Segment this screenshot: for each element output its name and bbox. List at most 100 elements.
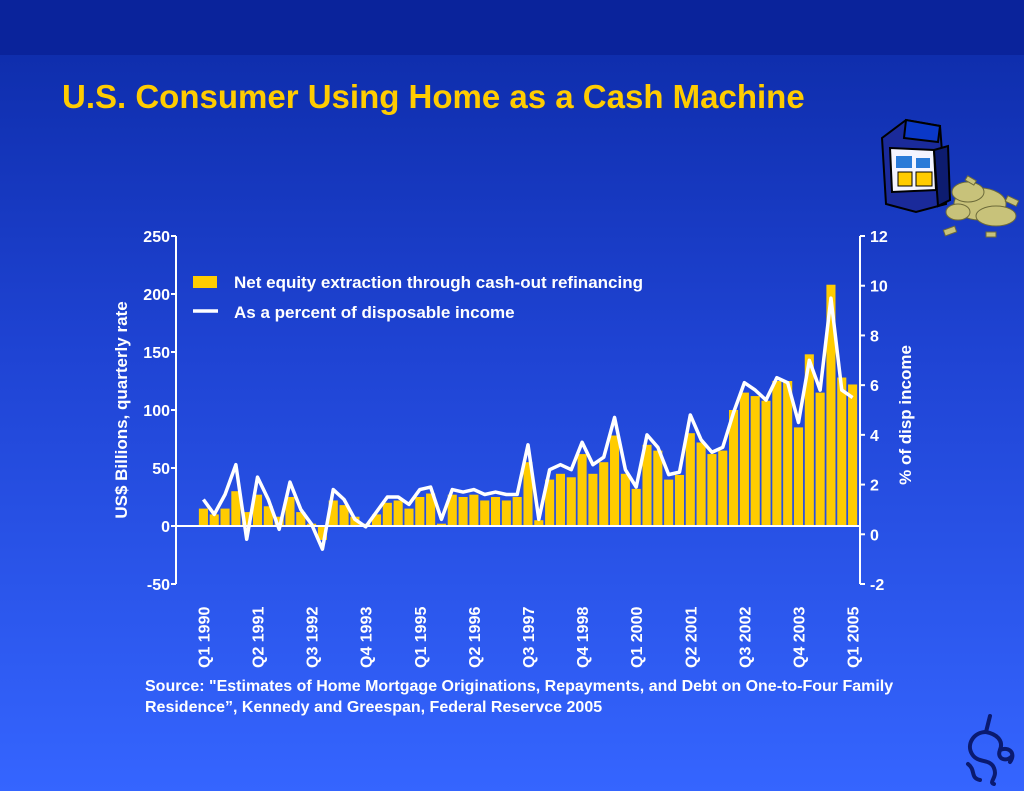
bar-q4-1997 [534,520,544,526]
x-tick-label: Q2 1991 [251,607,268,668]
legend: Net equity extraction through cash-out r… [193,273,643,322]
x-tick-label: Q1 1990 [196,607,213,668]
x-tick-label: Q3 1992 [305,607,322,668]
y2-axis-label: % of disp income [896,345,915,485]
bar-q3-1998 [566,477,576,526]
bar-q4-1994 [404,508,414,526]
bar-q1-2000 [631,488,641,526]
bar-q1-2002 [718,450,728,526]
percent-line-group [201,296,854,551]
legend-bar-label: Net equity extraction through cash-out r… [234,273,643,292]
axes-group: -50 0 50 100 150 200 250 -2 0 2 4 6 8 10 12 Q1 1990 Q2 1… [112,229,915,668]
bar-q3-1991 [263,506,273,526]
bar-q2-1994 [382,502,392,526]
left-tick-label: 100 [143,403,170,420]
bar-q2-1992 [296,512,306,526]
bar-q4-2003 [793,427,804,526]
bar-q3-2003 [783,381,793,526]
bar-q4-1992 [317,526,327,540]
x-tick-label: Q1 2005 [846,607,863,668]
legend-bar-swatch [193,276,217,288]
right-tick-label: 12 [870,229,888,246]
bar-q1-1992 [285,497,295,526]
bar-q4-1996 [491,497,501,526]
unicorn-logo-icon [966,714,1015,786]
bar-q4-1999 [620,473,630,526]
bar-q2-2003 [772,381,782,526]
bar-q3-1997 [523,462,533,526]
bar-q2-1995 [426,493,436,526]
x-tick-label: Q3 1997 [521,607,538,668]
bars-group [198,284,858,540]
bar-q4-1995 [447,494,457,526]
bar-q2-1998 [555,473,565,526]
bar-q3-2001 [696,442,706,526]
y-axis-label: US$ Billions, quarterly rate [112,301,131,518]
bar-q1-1995 [415,497,425,526]
right-tick-label: 4 [870,428,879,445]
bar-q1-2003 [761,400,771,526]
right-tick-label: 6 [870,378,879,395]
bar-q4-1991 [274,516,284,526]
bar-q3-1990 [220,508,230,526]
bar-q3-2004 [826,284,836,526]
bar-q2-2000 [642,444,652,526]
bar-q1-1994 [371,514,382,526]
x-tick-label: Q2 1996 [467,607,484,668]
bar-q2-1996 [469,494,479,526]
bar-q3-2000 [653,450,663,526]
right-tick-label: 0 [870,527,879,544]
left-tick-label: 150 [143,345,170,362]
left-tick-label: 50 [152,461,170,478]
bar-q2-1990 [209,514,219,526]
bar-q4-2001 [707,454,717,526]
bar-q2-1999 [599,462,609,526]
left-tick-label: -50 [147,577,170,594]
x-tick-label: Q2 2001 [683,607,700,668]
bar-q4-1990 [231,491,241,526]
source-note: Source: "Estimates of Home Mortgage Orig… [145,678,894,716]
x-tick-label: Q1 1995 [413,607,430,668]
bar-q1-1997 [501,500,511,526]
left-tick-label: 200 [143,287,170,304]
legend-line-label: As a percent of disposable income [234,303,515,322]
bar-q2-2004 [815,392,825,526]
bar-q3-2002 [739,392,749,526]
bar-q1-2004 [804,354,814,526]
x-tick-label: Q4 2003 [792,607,809,668]
bar-q1-1999 [588,473,598,526]
bar-q2-1993 [339,505,349,526]
bar-q2-1991 [252,494,263,526]
bar-q2-1997 [512,497,522,526]
bar-q1-2005 [848,384,858,526]
x-tick-label: Q4 1998 [575,607,592,668]
x-tick-label: Q4 1993 [359,607,376,668]
bar-q1-1998 [545,479,555,526]
bar-q3-1994 [393,500,403,526]
bar-q1-1996 [458,497,468,526]
x-tick-label: Q1 2000 [629,607,646,668]
header-band [0,0,1024,55]
bar-q3-1995 [436,523,446,526]
bar-q4-2002 [750,396,760,526]
percent-of-income-line [201,296,854,551]
bar-q4-1998 [577,454,587,526]
x-tick-label: Q3 2002 [737,607,754,668]
atm-machine-with-cash-icon [880,118,1020,238]
bar-q4-2004 [837,377,847,526]
right-tick-label: -2 [870,577,884,594]
bar-q2-2002 [729,410,739,526]
bar-q1-1993 [328,500,338,526]
bar-q2-2001 [685,433,695,526]
right-tick-label: 10 [870,279,888,296]
bar-q4-2000 [664,479,674,526]
left-tick-label: 0 [161,519,170,536]
left-tick-label: 250 [143,229,170,246]
slide-title: U.S. Consumer Using Home as a Cash Machi… [62,78,805,115]
bar-q1-2001 [674,474,685,526]
bar-q3-1999 [610,435,620,526]
right-tick-label: 2 [870,478,879,495]
bar-q1-1990 [198,508,208,526]
bar-q1-1991 [242,512,252,526]
